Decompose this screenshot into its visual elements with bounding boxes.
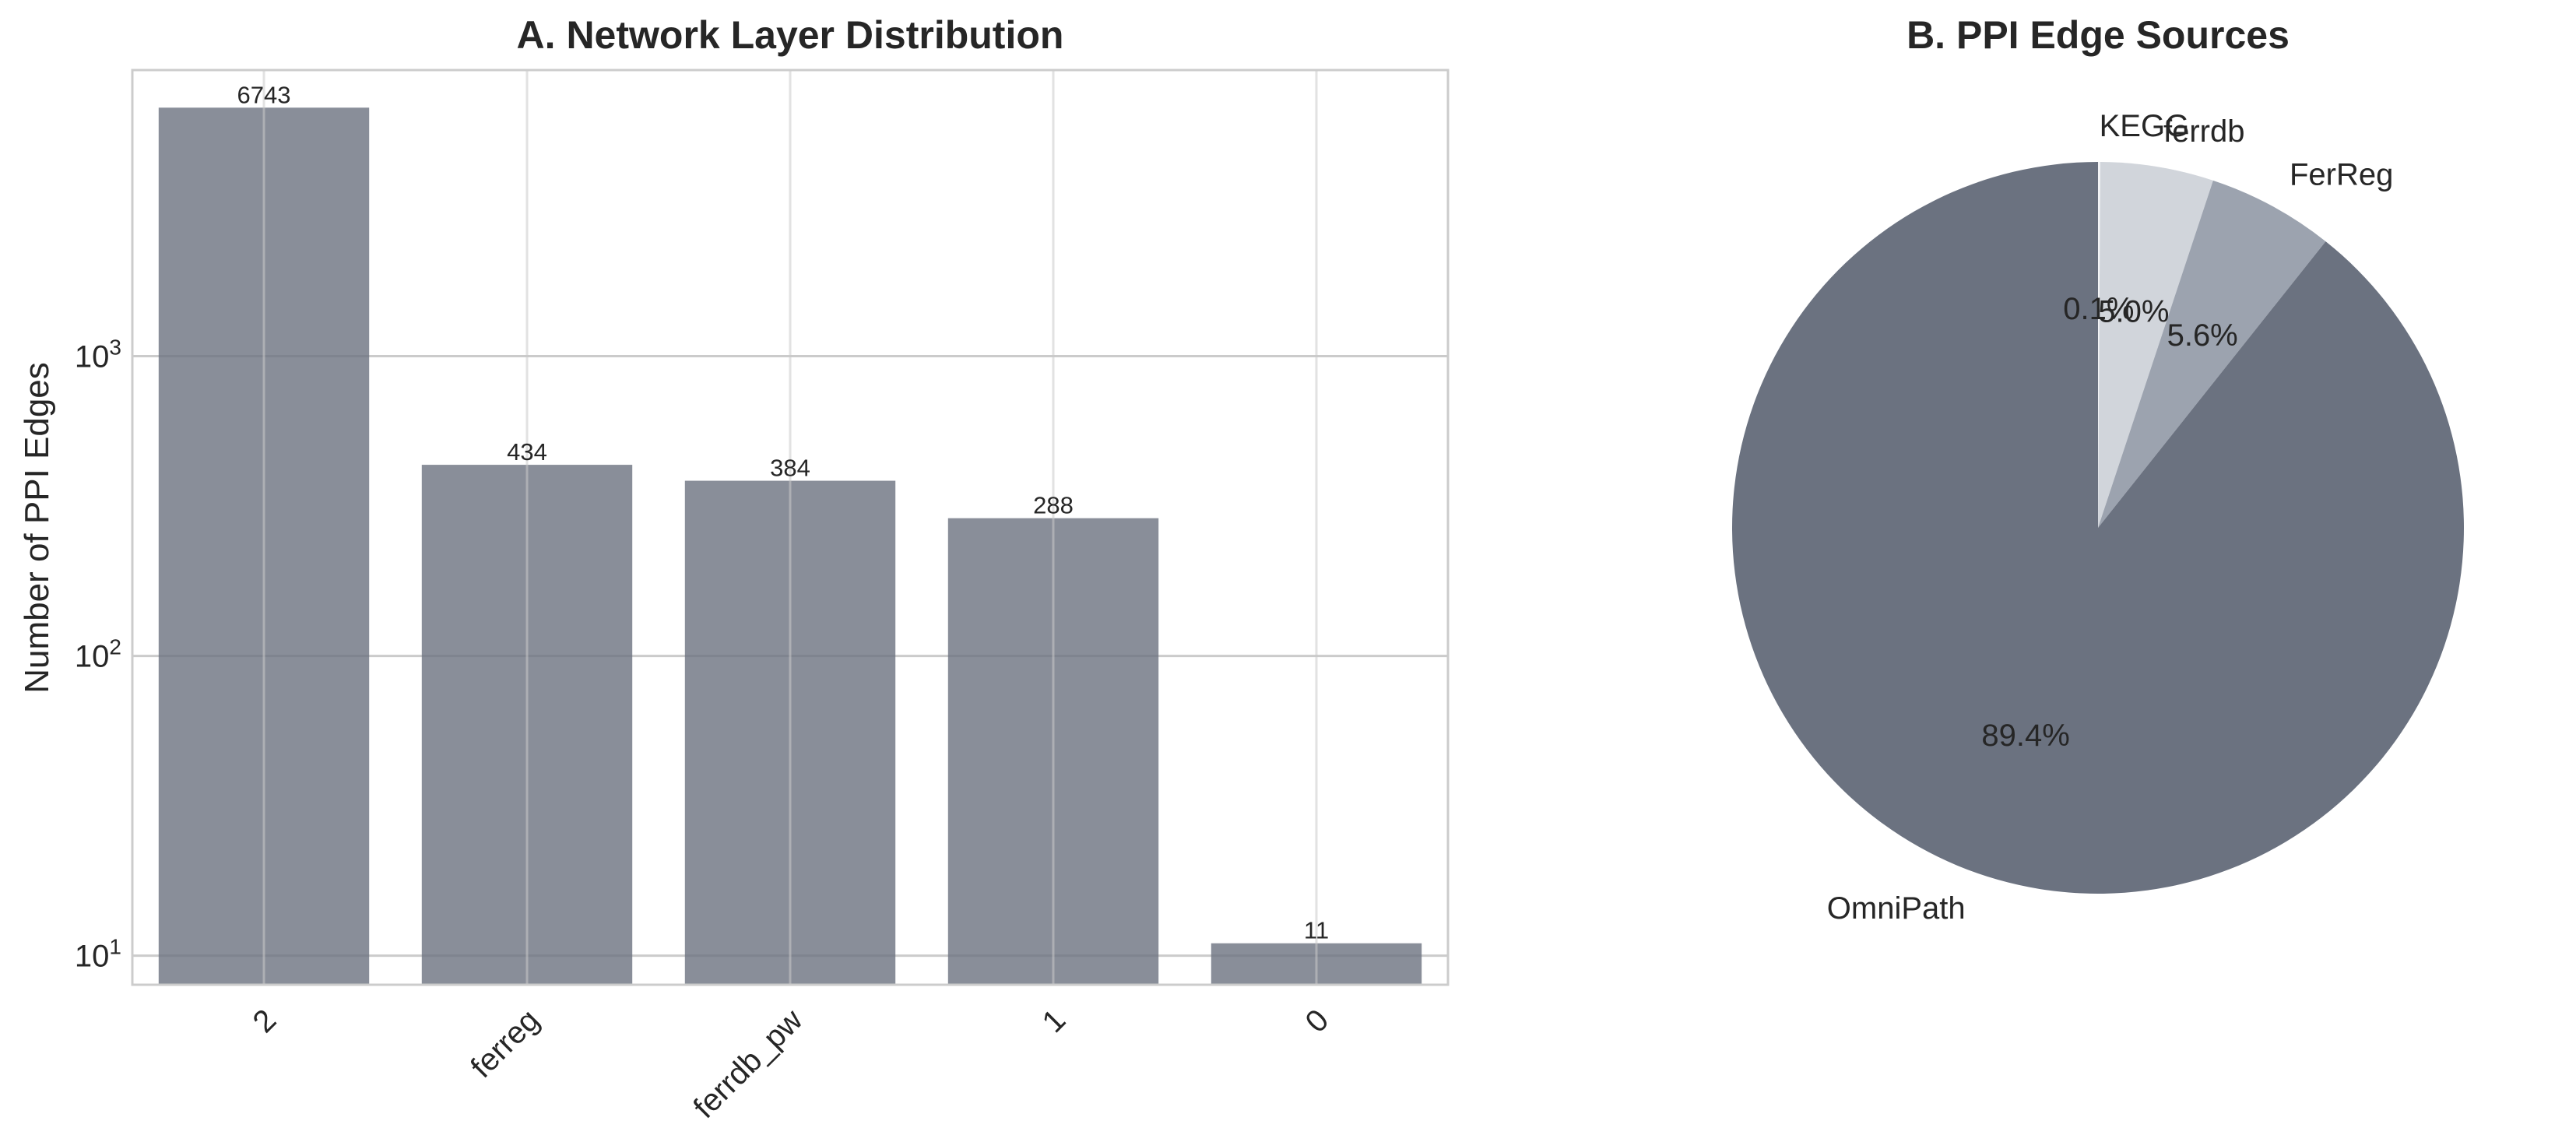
pie-slice-label: ferrdb [2163, 114, 2245, 149]
pie-percent-label: 5.0% [2098, 295, 2169, 329]
pie-slice-label: FerReg [2290, 157, 2393, 192]
pie-slice [2098, 162, 2213, 528]
y-tick-label: 101 [75, 935, 121, 974]
pie-chart-slices [1731, 162, 2464, 894]
pie-percent-label: 5.6% [2167, 318, 2238, 353]
bar-chart-plot-frame [131, 69, 1450, 986]
bar-chart-y-axis-label: Number of PPI Edges [18, 362, 56, 694]
pie-chart-title: B. PPI Edge Sources [1907, 13, 2290, 57]
x-tick-label: ferrdb_pw [687, 1003, 809, 1125]
x-tick-label: 2 [247, 1003, 283, 1039]
bar-chart-title: A. Network Layer Distribution [517, 13, 1064, 57]
bar-chart-vertical-gridlines [262, 70, 1318, 985]
pie-slice [2098, 162, 2100, 528]
bar-value-label: 6743 [237, 81, 291, 108]
bar-value-label: 384 [770, 455, 810, 482]
bar-value-label: 434 [507, 438, 547, 466]
pie-slice-label: KEGG [2100, 109, 2190, 143]
pie-percent-label: 89.4% [1981, 719, 2069, 753]
bar-value-label: 288 [1033, 492, 1074, 519]
x-tick-label: 0 [1299, 1003, 1336, 1039]
bar-chart-data-labels: 6743 434 384 288 11 [237, 81, 1330, 943]
pie-slice [2098, 180, 2326, 528]
pie-chart-percent-labels: 0.1%5.0%5.6% 89.4% [1981, 292, 2237, 753]
y-tick-label: 103 [75, 335, 121, 374]
x-tick-label: ferreg [464, 1003, 546, 1084]
bar-value-label: 11 [1304, 917, 1329, 944]
bar-chart-x-ticks: 2 ferreg ferrdb_pw 1 0 [247, 1003, 1336, 1125]
pie-slice [1731, 162, 2464, 894]
x-tick-label: 1 [1036, 1003, 1073, 1039]
bar-chart-y-ticks: 101 102 103 [75, 335, 121, 973]
pie-percent-label: 0.1% [2063, 292, 2134, 326]
y-tick-label: 102 [75, 635, 121, 674]
pie-slice-label: OmniPath [1827, 891, 1966, 926]
bar-chart-panel: A. Network Layer Distribution 101102103 … [18, 13, 1450, 1125]
